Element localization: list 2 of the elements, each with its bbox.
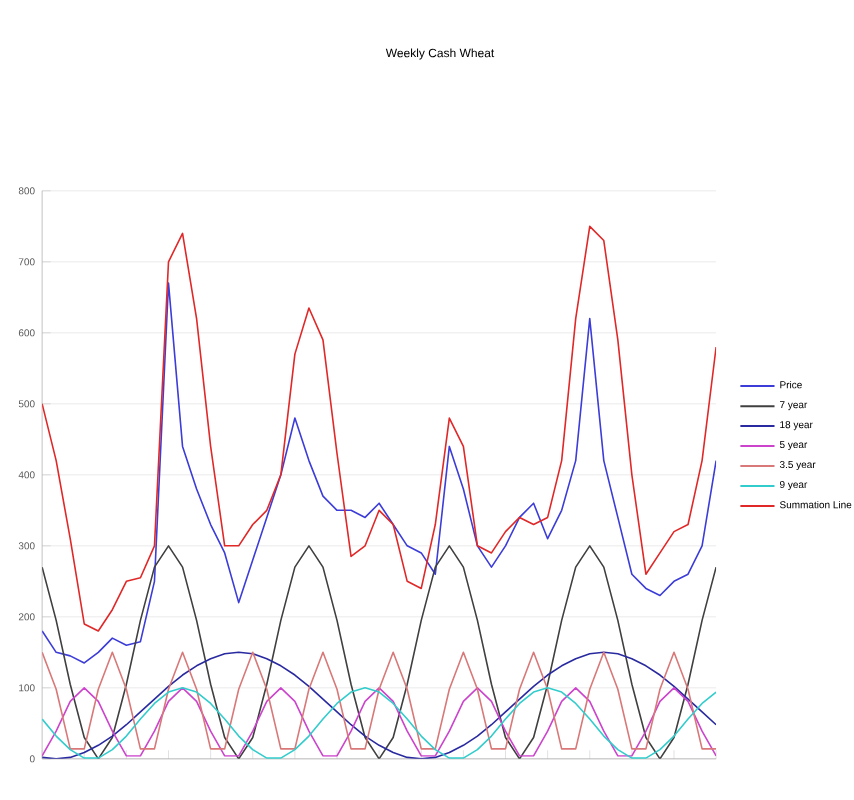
line-series	[42, 225, 717, 632]
line-series	[42, 282, 717, 664]
